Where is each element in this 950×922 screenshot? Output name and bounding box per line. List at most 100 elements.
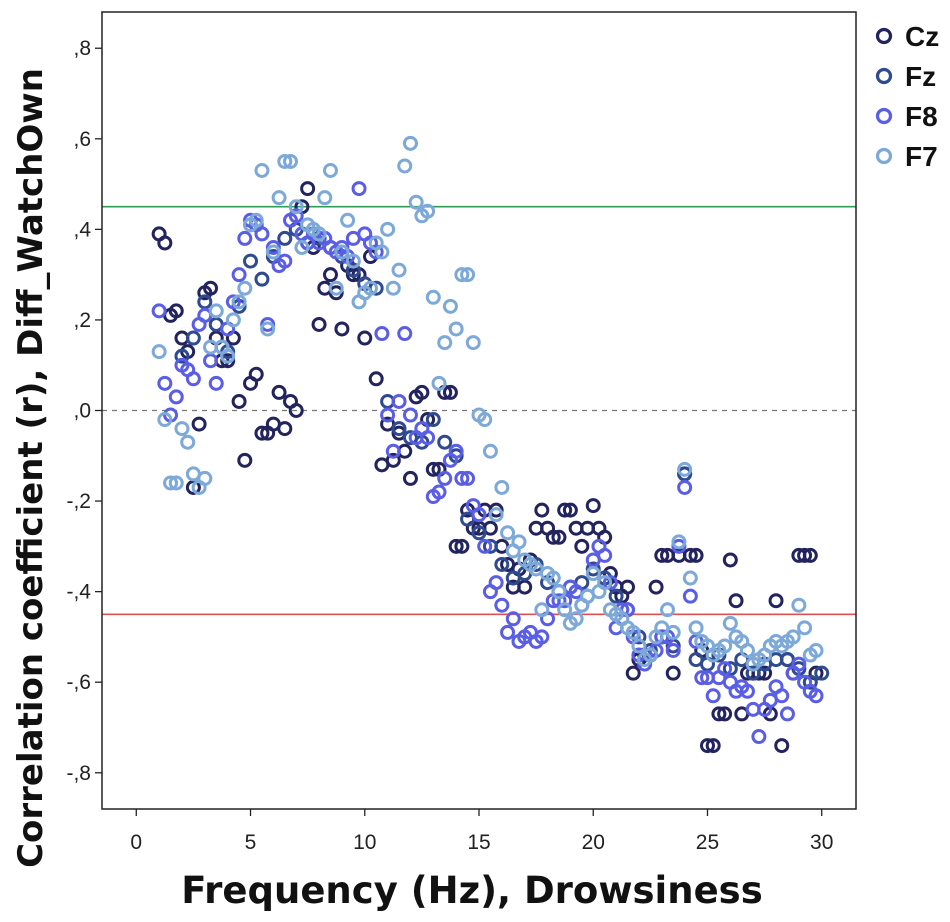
data-point [454, 267, 470, 283]
data-point [534, 602, 550, 618]
data-point [768, 593, 784, 609]
data-point [814, 665, 830, 681]
data-point [471, 525, 487, 541]
x-tick-label: 0 [130, 831, 142, 854]
data-point [797, 620, 813, 636]
data-point [391, 393, 407, 409]
data-point [602, 575, 618, 591]
data-point [220, 348, 236, 364]
legend-marker-f8 [875, 107, 893, 125]
y-tick-label: ,0 [73, 400, 91, 423]
data-point [494, 597, 510, 613]
data-point [517, 579, 533, 595]
data-point [391, 262, 407, 278]
data-point [420, 430, 436, 446]
data-point [808, 643, 824, 659]
data-point [380, 407, 396, 423]
data-point [185, 479, 201, 495]
data-point [231, 393, 247, 409]
data-point [448, 443, 464, 459]
data-point [688, 620, 704, 636]
data-point [157, 412, 173, 428]
data-point [425, 461, 441, 477]
y-tick-label: ,4 [73, 218, 91, 241]
data-point [465, 335, 481, 351]
data-point [477, 538, 493, 554]
y-axis-title: Correlation coefficient (r), Diff_WatchO… [11, 68, 51, 868]
data-point [237, 280, 253, 296]
data-point [699, 738, 715, 754]
data-point [300, 181, 316, 197]
data-point [317, 190, 333, 206]
data-point [197, 470, 213, 486]
data-point [585, 498, 601, 514]
data-point [671, 534, 687, 550]
legend-label-f7: F7 [905, 141, 938, 172]
y-axis: ,8 ,6 ,4 ,2 ,0 -,2 -,4 -,6 -,8 [66, 37, 102, 785]
data-point [208, 375, 224, 391]
data-point [374, 244, 390, 260]
data-point [585, 561, 601, 577]
y-tick-label: -,6 [66, 671, 91, 694]
legend-marker-fz [875, 67, 893, 85]
data-point [791, 597, 807, 613]
data-point [157, 235, 173, 251]
data-point [328, 280, 344, 296]
data-point [322, 162, 338, 178]
data-point [402, 135, 418, 151]
data-point [402, 470, 418, 486]
data-point [648, 579, 664, 595]
data-point [311, 316, 327, 332]
data-point [174, 348, 190, 364]
data-point [294, 239, 310, 255]
data-point [197, 294, 213, 310]
data-point [380, 221, 396, 237]
data-point [328, 285, 344, 301]
data-point [802, 547, 818, 563]
data-point [482, 538, 498, 554]
x-axis: 0 5 10 15 20 25 30 [130, 809, 833, 854]
x-tick-label: 30 [810, 831, 833, 854]
data-point [488, 507, 504, 523]
data-point [745, 665, 761, 681]
data-point [385, 452, 401, 468]
data-point [345, 253, 361, 269]
data-point [448, 538, 464, 554]
data-point [545, 570, 561, 586]
data-point [625, 624, 641, 640]
data-point [728, 593, 744, 609]
data-point [505, 611, 521, 627]
data-point [203, 353, 219, 369]
data-point [705, 688, 721, 704]
data-point [568, 611, 584, 627]
data-point [597, 575, 613, 591]
data-point [248, 212, 264, 228]
data-point [677, 466, 693, 482]
x-tick-label: 5 [245, 831, 257, 854]
data-point [774, 688, 790, 704]
data-point [802, 674, 818, 690]
data-point [203, 280, 219, 296]
data-point [271, 384, 287, 400]
legend: Cz Fz F8 F7 [875, 21, 939, 172]
data-point [625, 665, 641, 681]
data-point [260, 316, 276, 332]
data-point [665, 624, 681, 640]
data-point [254, 271, 270, 287]
data-point [277, 230, 293, 246]
data-point [237, 452, 253, 468]
y-tick-label: -,2 [66, 490, 91, 513]
data-point [454, 538, 470, 554]
data-point [437, 470, 453, 486]
data-point [494, 556, 510, 572]
y-tick-label: ,8 [73, 37, 91, 60]
data-point [345, 267, 361, 283]
data-point [557, 602, 573, 618]
data-point [677, 479, 693, 495]
data-point [151, 344, 167, 360]
x-tick-label: 20 [582, 831, 605, 854]
data-point [397, 326, 413, 342]
data-point [574, 538, 590, 554]
data-point [545, 529, 561, 545]
data-point [608, 588, 624, 604]
